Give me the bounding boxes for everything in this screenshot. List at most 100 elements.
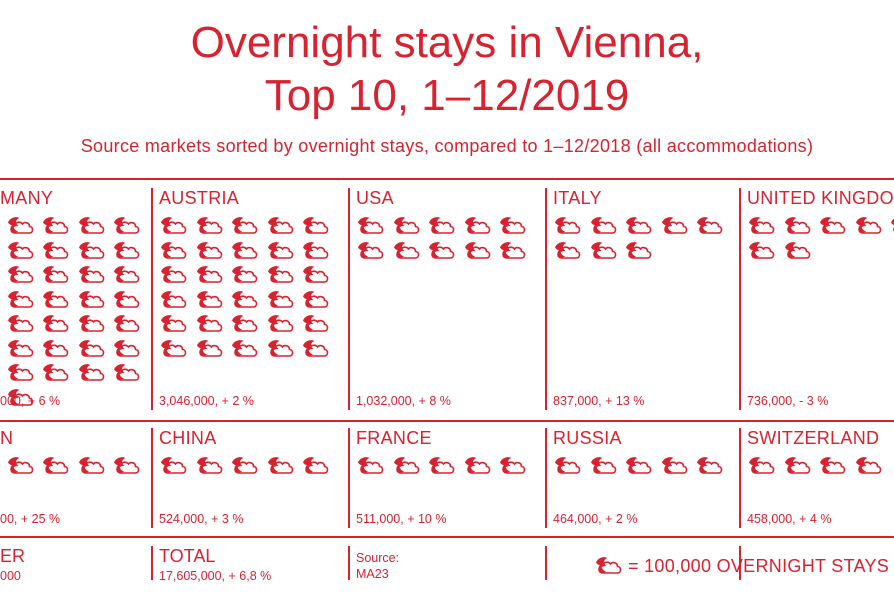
cloud-moon-icon bbox=[303, 457, 329, 474]
cloud-moon-icon bbox=[303, 217, 329, 234]
cloud-moon-icon bbox=[161, 290, 187, 308]
cloud-moon-icon bbox=[855, 457, 881, 474]
cloud-moon-icon bbox=[43, 241, 69, 259]
market-value: 458,000, + 4 % bbox=[747, 512, 832, 526]
market-value: 837,000, + 13 % bbox=[553, 394, 645, 408]
cloud-moon-icon bbox=[358, 217, 384, 234]
cloud-moon-icon bbox=[161, 457, 187, 474]
cloud-moon-icon bbox=[784, 457, 810, 474]
total-value: 17,605,000, + 6,8 % bbox=[159, 569, 272, 583]
cloud-moon-icon bbox=[626, 457, 652, 474]
cloud-moon-icon bbox=[43, 339, 69, 357]
cloud-moon-icon bbox=[555, 217, 581, 234]
cloud-moon-icon bbox=[7, 266, 33, 283]
cloud-moon-icon bbox=[78, 315, 104, 332]
cloud-moon-icon bbox=[7, 339, 33, 357]
cloud-moon-icon bbox=[784, 241, 810, 259]
column-divider bbox=[545, 188, 547, 410]
cloud-moon-icon bbox=[114, 457, 140, 474]
cloud-moon-icon bbox=[161, 241, 187, 259]
cloud-moon-icon bbox=[232, 290, 258, 308]
cloud-moon-icon bbox=[303, 266, 329, 283]
market-name: AUSTRIA bbox=[159, 188, 240, 208]
cloud-moon-icon bbox=[7, 388, 33, 406]
cloud-moon-icon bbox=[7, 290, 33, 308]
column-divider bbox=[739, 428, 741, 528]
cloud-moon-icon bbox=[196, 241, 222, 259]
cloud-moon-icon bbox=[303, 339, 329, 357]
market-name: ITALY bbox=[553, 188, 602, 208]
cloud-moon-icon bbox=[114, 339, 140, 357]
cloud-moon-icon bbox=[43, 290, 69, 308]
cloud-moon-icon bbox=[749, 241, 775, 259]
cloud-moon-icon bbox=[661, 217, 687, 234]
cloud-moon-icon bbox=[267, 217, 293, 234]
cloud-moon-icon bbox=[267, 315, 293, 332]
market-name: RUSSIA bbox=[553, 428, 622, 448]
market-name: UNITED KINGDO bbox=[747, 188, 894, 208]
cloud-moon-icon bbox=[590, 241, 616, 259]
cloud-moon-icon bbox=[500, 457, 526, 474]
cloud-moon-icon bbox=[429, 457, 455, 474]
market-value: 524,000, + 3 % bbox=[159, 512, 244, 526]
market-value: 511,000, + 10 % bbox=[356, 512, 447, 526]
market-name: MANY bbox=[0, 188, 54, 208]
title-line-2: Top 10, 1–12/2019 bbox=[264, 71, 630, 120]
footer-divider bbox=[0, 536, 894, 538]
market-value: 00, + 25 % bbox=[0, 512, 61, 526]
cloud-moon-icon bbox=[232, 315, 258, 332]
market-name: N bbox=[0, 428, 14, 448]
market-name: SWITZERLAND bbox=[747, 428, 880, 448]
cloud-moon-icon bbox=[114, 266, 140, 283]
market-value: 000, + 6 % bbox=[0, 394, 61, 408]
source-value: MA23 bbox=[356, 567, 389, 581]
cloud-moon-icon bbox=[358, 241, 384, 259]
cloud-moon-icon bbox=[267, 241, 293, 259]
middle-divider bbox=[0, 420, 894, 422]
cloud-moon-icon bbox=[697, 217, 723, 234]
cloud-moon-icon bbox=[114, 217, 140, 234]
cloud-moon-icon bbox=[7, 241, 33, 259]
cloud-moon-icon bbox=[626, 241, 652, 259]
cloud-moon-icon bbox=[43, 457, 69, 474]
title-line-1: Overnight stays in Vienna, bbox=[190, 18, 704, 67]
cloud-moon-icon bbox=[661, 457, 687, 474]
top-divider bbox=[0, 178, 894, 180]
market-value: 1,032,000, + 8 % bbox=[356, 394, 451, 408]
cloud-moon-icon bbox=[429, 217, 455, 234]
other-label: ER bbox=[0, 546, 26, 566]
column-divider bbox=[348, 188, 350, 410]
cloud-moon-icon bbox=[855, 217, 881, 234]
total-label: TOTAL bbox=[159, 546, 216, 566]
subtitle: Source markets sorted by overnight stays… bbox=[80, 136, 814, 156]
market-value: 3,046,000, + 2 % bbox=[159, 394, 254, 408]
cloud-moon-icon bbox=[161, 339, 187, 357]
legend-label: = 100,000 OVERNIGHT STAYS bbox=[628, 556, 890, 576]
cloud-moon-icon bbox=[358, 457, 384, 474]
cloud-moon-icon bbox=[303, 315, 329, 332]
market-name: USA bbox=[356, 188, 394, 208]
cloud-moon-icon bbox=[749, 457, 775, 474]
market-name: CHINA bbox=[159, 428, 217, 448]
cloud-moon-icon bbox=[161, 266, 187, 283]
cloud-moon-icon bbox=[7, 364, 33, 381]
cloud-moon-icon bbox=[393, 241, 419, 259]
cloud-moon-icon bbox=[393, 457, 419, 474]
cloud-moon-icon bbox=[590, 217, 616, 234]
cloud-moon-icon bbox=[161, 217, 187, 234]
market-value: 464,000, + 2 % bbox=[553, 512, 638, 526]
cloud-moon-icon bbox=[697, 457, 723, 474]
cloud-moon-icon bbox=[267, 339, 293, 357]
cloud-moon-icon bbox=[820, 457, 846, 474]
cloud-moon-icon bbox=[590, 457, 616, 474]
column-divider bbox=[151, 428, 153, 528]
column-divider bbox=[348, 546, 350, 580]
cloud-moon-icon bbox=[196, 217, 222, 234]
cloud-moon-icon bbox=[78, 290, 104, 308]
cloud-moon-icon bbox=[555, 457, 581, 474]
cloud-moon-icon bbox=[500, 217, 526, 234]
cloud-moon-icon bbox=[464, 457, 490, 474]
cloud-moon-icon bbox=[303, 241, 329, 259]
column-divider bbox=[739, 188, 741, 410]
cloud-moon-icon bbox=[43, 364, 69, 381]
